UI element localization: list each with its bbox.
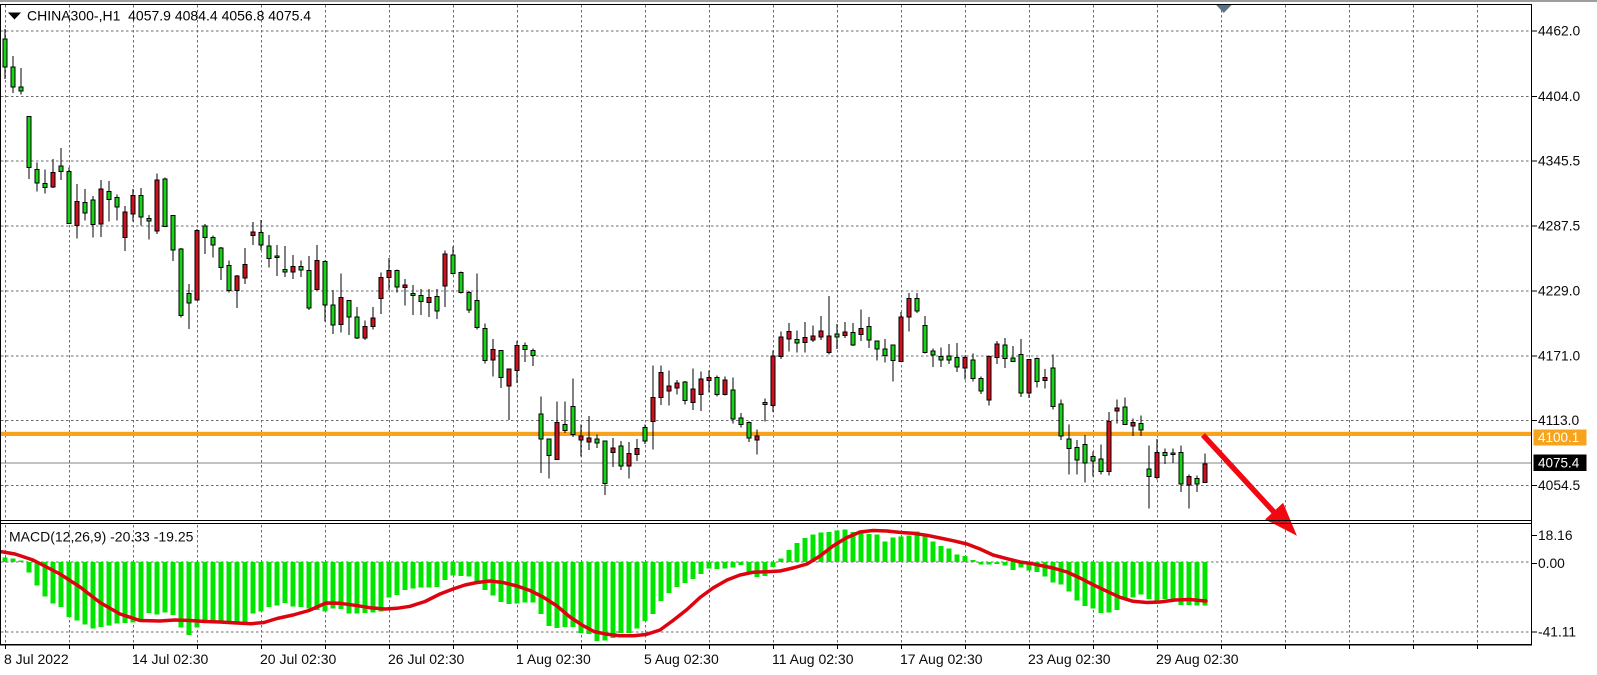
svg-text:8 Jul 2022: 8 Jul 2022 xyxy=(4,651,69,667)
svg-text:4345.5: 4345.5 xyxy=(1538,154,1581,169)
svg-text:4229.0: 4229.0 xyxy=(1538,283,1581,298)
svg-text:4462.0: 4462.0 xyxy=(1538,24,1581,39)
svg-text:14 Jul 02:30: 14 Jul 02:30 xyxy=(132,651,208,667)
svg-text:18.16: 18.16 xyxy=(1538,528,1573,543)
svg-text:17 Aug 02:30: 17 Aug 02:30 xyxy=(900,651,983,667)
svg-text:MACD(12,26,9) -20.33 -19.25: MACD(12,26,9) -20.33 -19.25 xyxy=(9,529,194,545)
svg-text:4100.1: 4100.1 xyxy=(1538,430,1579,445)
svg-text:-41.11: -41.11 xyxy=(1538,625,1576,640)
svg-text:4404.0: 4404.0 xyxy=(1538,89,1581,104)
svg-text:4113.0: 4113.0 xyxy=(1538,413,1580,428)
svg-text:0.00: 0.00 xyxy=(1538,556,1565,571)
svg-text:4287.5: 4287.5 xyxy=(1538,219,1581,234)
svg-text:29 Aug 02:30: 29 Aug 02:30 xyxy=(1156,651,1239,667)
svg-text:20 Jul 02:30: 20 Jul 02:30 xyxy=(260,651,336,667)
svg-text:23 Aug 02:30: 23 Aug 02:30 xyxy=(1028,651,1111,667)
svg-text:26 Jul 02:30: 26 Jul 02:30 xyxy=(388,651,464,667)
svg-text:11 Aug 02:30: 11 Aug 02:30 xyxy=(772,651,854,667)
svg-text:4075.4: 4075.4 xyxy=(1538,456,1580,471)
svg-text:4171.0: 4171.0 xyxy=(1538,348,1581,363)
svg-text:1 Aug 02:30: 1 Aug 02:30 xyxy=(516,651,591,667)
svg-text:CHINA300-,H1 4057.9 4084.4 40: CHINA300-,H1 4057.9 4084.4 4056.8 4075.4 xyxy=(27,8,311,24)
svg-text:4054.5: 4054.5 xyxy=(1538,478,1581,493)
svg-text:5 Aug 02:30: 5 Aug 02:30 xyxy=(644,651,719,667)
